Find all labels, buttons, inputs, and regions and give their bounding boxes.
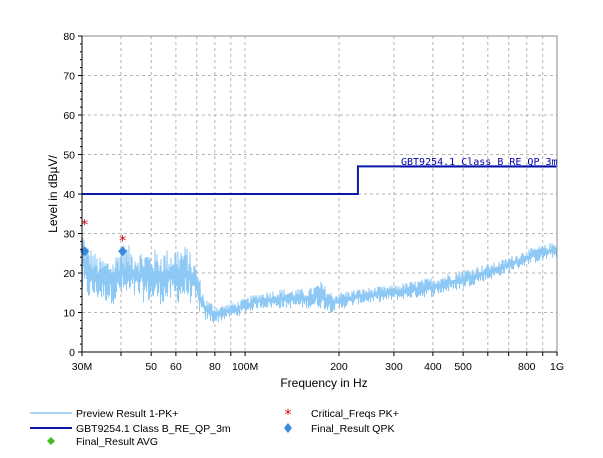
x-tick-label: 200 (330, 361, 348, 373)
y-tick-label: 50 (63, 150, 75, 162)
x-tick-label: 100M (232, 361, 258, 373)
y-tick-label: 0 (69, 347, 75, 359)
limit-line (82, 165, 557, 195)
legend-swatch-qpk (284, 423, 292, 433)
x-tick-label: 500 (454, 361, 472, 373)
y-axis-title: Level in dBµV/ (46, 155, 60, 233)
x-tick-label: 30M (72, 361, 92, 373)
legend-item-critical: * Critical_Freqs PK+ (285, 407, 399, 423)
y-tick-label: 10 (63, 308, 75, 320)
x-axis-title: Frequency in Hz (280, 376, 367, 390)
legend-label-qpk: Final_Result QPK (311, 423, 394, 435)
trace-layer (81, 233, 558, 324)
x-tick-label: 800 (518, 361, 536, 373)
x-tick-label: 50 (145, 361, 157, 373)
x-tick-label: 80 (209, 361, 221, 373)
limit-line-label: GBT9254.1 Class B_RE_QP_3m (401, 157, 558, 168)
legend-item-preview: Preview Result 1-PK+ (30, 408, 178, 420)
qpk-marker (118, 246, 128, 257)
legend-label-limit: GBT9254.1 Class B_RE_QP_3m (76, 423, 231, 435)
y-tick-label: 70 (63, 71, 75, 83)
critical-freq-marker: * (81, 218, 88, 234)
legend-swatch-critical: * (285, 407, 292, 423)
legend-label-critical: Critical_Freqs PK+ (311, 408, 399, 420)
legend-swatch-avg (47, 437, 55, 445)
x-tick-label: 60 (170, 361, 182, 373)
critical-freq-marker: * (119, 233, 126, 249)
legend-label-preview: Preview Result 1-PK+ (76, 408, 178, 420)
y-tick-label: 60 (63, 110, 75, 122)
legend-item-qpk: Final_Result QPK (284, 423, 394, 435)
limit-layer (82, 165, 557, 195)
y-tick-label: 80 (63, 31, 75, 43)
preview-trace (81, 233, 558, 324)
y-tick-label: 30 (63, 229, 75, 241)
legend-label-avg: Final_Result AVG (76, 436, 158, 448)
y-tick-label: 40 (63, 189, 75, 201)
x-tick-label: 1G (550, 361, 564, 373)
x-tick-label: 400 (424, 361, 442, 373)
legend-item-limit: GBT9254.1 Class B_RE_QP_3m (30, 423, 231, 435)
y-tick-label: 20 (63, 268, 75, 280)
x-tick-label: 300 (385, 361, 403, 373)
legend-item-avg: Final_Result AVG (47, 436, 158, 448)
tick-layer: 0 10 20 30 40 50 60 70 80 30M 50 60 80 100M 200 300 400 5… (63, 31, 564, 373)
legend: Preview Result 1-PK+ GBT9254.1 Class B_R… (30, 407, 399, 448)
